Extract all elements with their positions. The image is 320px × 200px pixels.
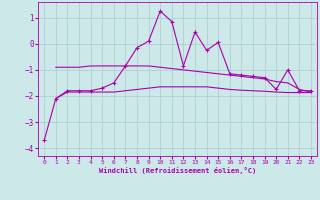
- X-axis label: Windchill (Refroidissement éolien,°C): Windchill (Refroidissement éolien,°C): [99, 167, 256, 174]
